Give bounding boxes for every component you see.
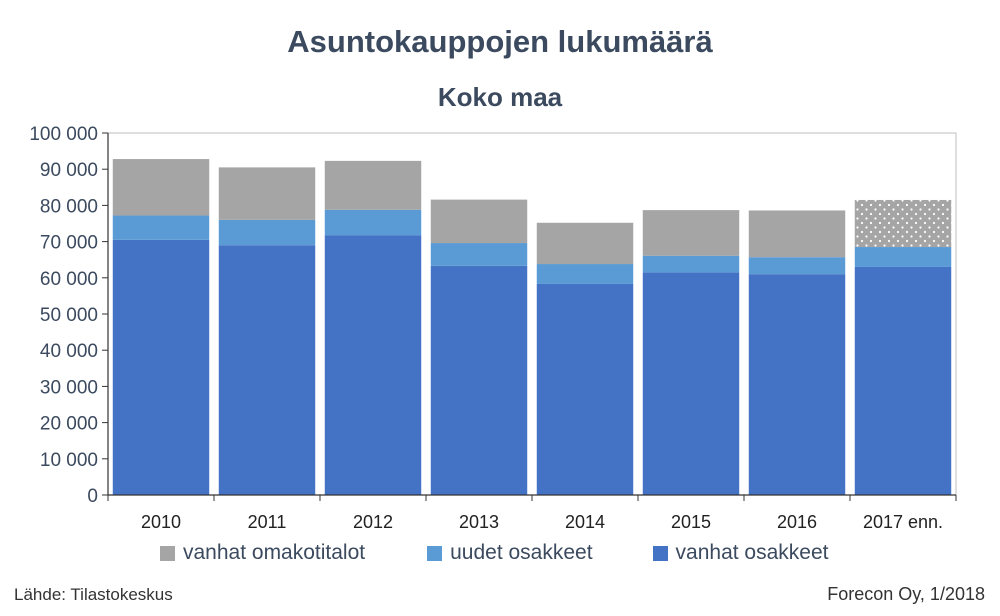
y-tick-label: 60 000	[40, 269, 98, 290]
legend-item-vanhat-osakkeet: vanhat osakkeet	[652, 541, 829, 565]
source-note: Lähde: Tilastokeskus	[14, 585, 173, 604]
y-tick-label: 50 000	[40, 305, 98, 326]
x-tick-label: 2014	[565, 512, 605, 532]
legend-label: vanhat omakotitalot	[183, 541, 366, 564]
y-tick-label: 10 000	[40, 450, 98, 471]
chart-subtitle: Koko maa	[437, 82, 563, 112]
legend-swatch	[652, 545, 668, 561]
bar-vanhat-osakkeet	[748, 274, 846, 495]
bar-uudet-osakkeet	[536, 264, 634, 284]
bar-vanhat-omakotitalot	[748, 210, 846, 258]
bar-uudet-osakkeet	[324, 209, 422, 236]
bar-vanhat-osakkeet	[854, 266, 952, 495]
x-tick-label: 2013	[459, 512, 499, 532]
bar-vanhat-osakkeet	[324, 235, 422, 496]
bar-vanhat-omakotitalot	[536, 222, 634, 265]
x-tick-label: 2017 enn.	[863, 512, 943, 532]
bar-vanhat-osakkeet	[218, 245, 316, 495]
y-tick-label: 90 000	[40, 160, 98, 181]
legend-item-vanhat-omakotitalot: vanhat omakotitalot	[160, 541, 365, 565]
y-tick-label: 30 000	[40, 377, 98, 398]
legend-swatch	[160, 545, 175, 561]
legend-label: vanhat osakkeet	[675, 541, 829, 564]
credit-note: Forecon Oy, 1/2018	[827, 584, 985, 604]
y-tick-label: 20 000	[40, 414, 98, 435]
bar-vanhat-omakotitalot	[218, 167, 316, 220]
legend-swatch	[427, 545, 443, 561]
x-tick-label: 2010	[141, 512, 181, 532]
x-tick-label: 2012	[353, 512, 393, 532]
bar-uudet-osakkeet	[218, 219, 316, 246]
bar-vanhat-osakkeet	[430, 265, 528, 495]
y-axis: 0 10 000 20 000 30 000 40 000 50 000 60 000 70 …	[29, 124, 109, 507]
x-tick-label: 2016	[777, 512, 817, 532]
bar-vanhat-omakotitalot	[854, 199, 952, 248]
y-tick-label: 40 000	[40, 341, 98, 362]
y-tick-label: 0	[87, 486, 98, 507]
bar-vanhat-omakotitalot	[430, 199, 528, 244]
bar-vanhat-osakkeet	[642, 272, 740, 495]
bar-vanhat-osakkeet	[112, 239, 210, 495]
bar-uudet-osakkeet	[854, 247, 952, 267]
bars-group	[112, 159, 952, 496]
legend: vanhat omakotitalot uudet osakkeet vanha…	[160, 541, 828, 565]
chart-plot: 0 10 000 20 000 30 000 40 000 50 000 60 000 70 …	[29, 124, 957, 532]
bar-uudet-osakkeet	[748, 257, 846, 275]
bar-uudet-osakkeet	[430, 243, 528, 266]
x-tick-label: 2011	[248, 512, 287, 532]
bar-vanhat-omakotitalot	[642, 210, 740, 256]
x-tick-label: 2015	[671, 512, 711, 532]
y-tick-label: 100 000	[29, 124, 98, 145]
bar-vanhat-omakotitalot	[324, 160, 422, 210]
x-axis: 2010 2011 2012 2013 2014 2015 2016 2017 enn.	[107, 494, 957, 532]
bar-uudet-osakkeet	[112, 215, 210, 240]
bar-vanhat-omakotitalot	[112, 159, 210, 216]
legend-label: uudet osakkeet	[450, 541, 593, 564]
y-tick-label: 70 000	[40, 233, 98, 254]
chart-title: Asuntokauppojen lukumäärä	[287, 24, 713, 59]
legend-item-uudet-osakkeet: uudet osakkeet	[427, 541, 593, 565]
bar-vanhat-osakkeet	[536, 283, 634, 495]
bar-uudet-osakkeet	[642, 255, 740, 273]
y-tick-label: 80 000	[40, 196, 98, 217]
